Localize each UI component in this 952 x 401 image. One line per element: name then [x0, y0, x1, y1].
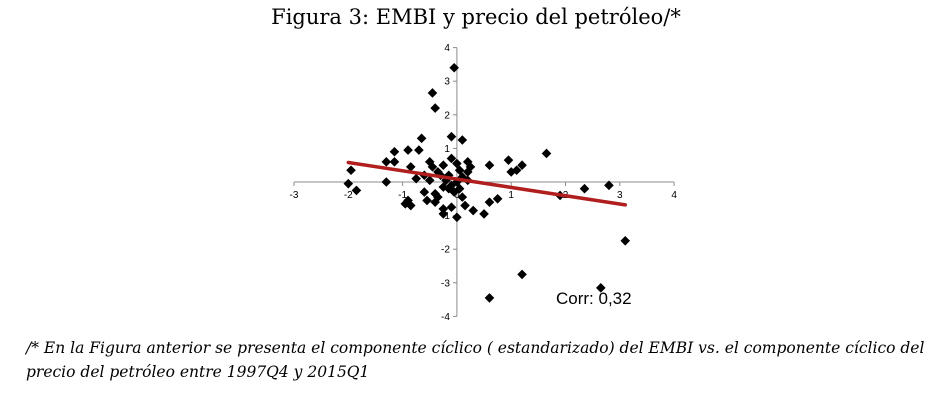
data-point: [484, 160, 495, 170]
data-point: [460, 200, 470, 211]
data-point: [449, 62, 459, 73]
data-point: [517, 160, 527, 170]
data-point: [465, 162, 476, 172]
data-point: [351, 185, 362, 196]
data-point: [446, 202, 457, 212]
data-point: [446, 153, 457, 164]
data-point: [517, 269, 527, 280]
data-point: [414, 145, 424, 155]
data-point: [446, 131, 457, 142]
data-point: [452, 212, 462, 223]
data-point: [506, 167, 516, 177]
data-point: [430, 103, 440, 113]
data-point: [427, 88, 438, 98]
data-point: [389, 146, 400, 157]
trendline-group: [346, 160, 627, 207]
x-tick-label: -2: [344, 190, 353, 201]
y-tick-label: -4: [441, 312, 450, 323]
data-point: [405, 200, 416, 211]
figure-title: Figura 3: EMBI y precio del petróleo/*: [271, 5, 681, 29]
x-tick-label: -3: [290, 190, 299, 201]
data-point: [433, 167, 443, 177]
y-tick-label: -3: [441, 278, 450, 289]
data-point: [438, 182, 449, 192]
data-point: [438, 204, 449, 214]
data-point: [454, 165, 465, 176]
data-point: [430, 188, 440, 199]
data-point: [468, 205, 478, 216]
data-point: [381, 177, 392, 187]
data-point: [479, 209, 489, 219]
data-point: [403, 195, 413, 206]
data-point: [411, 173, 421, 184]
data-point: [346, 165, 356, 176]
data-point: [484, 197, 495, 207]
data-point: [446, 180, 457, 191]
data-point: [427, 162, 438, 172]
data-point: [457, 192, 468, 202]
data-point: [492, 194, 503, 204]
data-point: [484, 293, 495, 303]
data-point: [405, 162, 416, 172]
data-point: [381, 157, 392, 167]
x-tick-label: 4: [671, 190, 677, 201]
y-tick-label: 2: [444, 110, 450, 121]
data-point: [416, 133, 427, 144]
data-point: [433, 192, 443, 202]
y-tick-label: 3: [444, 77, 450, 88]
data-point: [400, 199, 411, 209]
y-tick-label: -1: [441, 211, 450, 222]
data-point: [422, 195, 432, 206]
x-tick-label: -1: [398, 190, 407, 201]
data-point: [541, 148, 552, 159]
x-tick-label: 3: [617, 190, 623, 201]
data-point: [503, 155, 514, 165]
x-tick-label: 0: [454, 190, 460, 201]
data-point: [438, 209, 449, 219]
data-point: [620, 236, 631, 246]
trendline: [346, 160, 627, 207]
data-point: [449, 187, 459, 197]
data-point: [441, 175, 451, 186]
data-point: [462, 167, 473, 177]
x-tick-label: 1: [508, 190, 514, 201]
correlation-annotation: Corr: 0,32: [556, 289, 632, 308]
data-point: [389, 157, 400, 167]
figure-caption: /* En la Figura anterior se presenta el …: [26, 339, 925, 381]
data-point: [430, 197, 440, 207]
data-point: [403, 145, 413, 155]
y-tick-label: 1: [444, 144, 450, 155]
data-point: [595, 283, 606, 293]
y-tick-label: 4: [444, 43, 450, 54]
data-point: [343, 178, 354, 189]
y-tick-label: -2: [441, 245, 450, 256]
data-point: [457, 135, 468, 145]
data-point: [579, 183, 590, 194]
data-point: [419, 187, 430, 197]
data-point: [511, 165, 522, 176]
data-point: [604, 180, 614, 191]
data-point: [424, 175, 435, 186]
data-point: [438, 160, 449, 170]
data-point: [452, 158, 462, 169]
